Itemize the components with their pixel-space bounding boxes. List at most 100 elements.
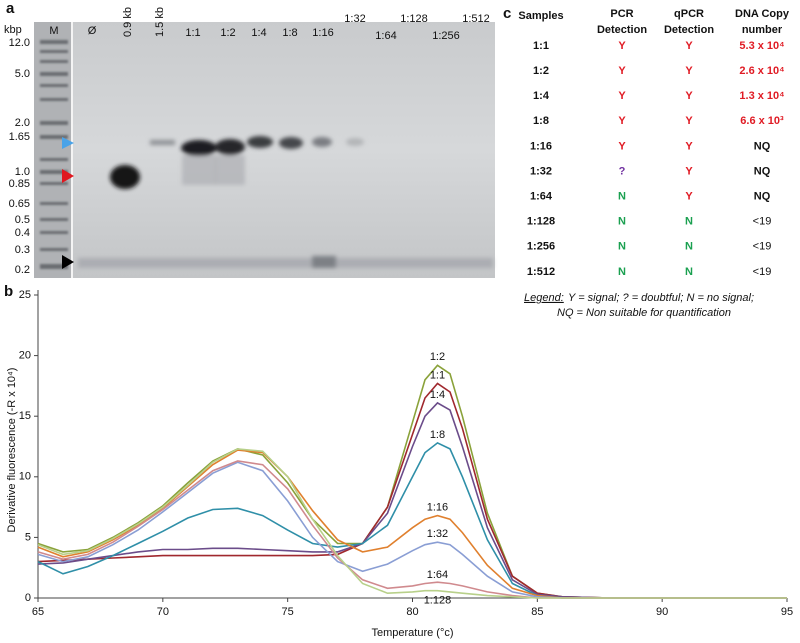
curve-label: 1:128 (424, 595, 452, 607)
melt-curve (37, 364, 787, 599)
arrow-black (62, 255, 74, 269)
table-cell: 1.3 x 10⁴ (739, 90, 784, 102)
column-header: number (742, 24, 783, 36)
table-cell: 2.6 x 10⁴ (739, 65, 784, 77)
melt-curve (37, 448, 787, 599)
legend-title: Legend: (524, 292, 564, 304)
column-header: DNA Copy (735, 8, 790, 20)
x-tick-label: 95 (781, 606, 793, 618)
gel-labels: 12.0 5.0 2.0 1.65 1.00.85 0.65 0.50.4 0.3 0.2 M Ø 0… (9, 7, 490, 276)
y-tick-label: 20 (19, 350, 31, 362)
ladder-label: 0.5 (15, 214, 30, 226)
ladder-label: 0.65 (9, 198, 30, 210)
x-tick-label: 70 (157, 606, 169, 618)
ladder-label: 0.2 (15, 264, 30, 276)
lane-label: 1.5 kb (154, 7, 166, 37)
table: Samples PCR Detection qPCR Detection DNA Copy… (518, 8, 789, 319)
lane-label: 1:128 (400, 13, 428, 25)
lane-label: 1:32 (344, 13, 365, 25)
table-cell: ? (619, 165, 626, 177)
table-cell: Y (618, 40, 626, 52)
table-cell: 1:16 (530, 140, 552, 152)
curve-label: 1:16 (427, 501, 448, 513)
curve-label: 1:8 (430, 429, 445, 441)
sample-bands (78, 136, 493, 268)
y-axis-label: Derivative fluorescence (-R x 10⁴) (6, 368, 18, 533)
lane-label: 1:16 (312, 27, 333, 39)
x-tick-label: 85 (531, 606, 543, 618)
y-tick-label: 0 (25, 592, 31, 604)
table-cell: <19 (753, 241, 772, 253)
panel-label: a (6, 0, 15, 17)
melt-curve (37, 401, 787, 599)
table-cell: Y (685, 191, 693, 203)
y-tick-label: 15 (19, 410, 31, 422)
lane-label: 1:8 (282, 27, 297, 39)
arrow-red (62, 169, 74, 183)
table-cell: N (685, 241, 693, 253)
table-cell: Y (685, 40, 693, 52)
x-tick-label: 90 (656, 606, 668, 618)
table-cell: N (685, 266, 693, 278)
ladder-label: 0.3 (15, 244, 30, 256)
curve-label: 1:4 (430, 389, 445, 401)
table-cell: Y (618, 140, 626, 152)
table-cell: NQ (754, 140, 771, 152)
lane-label: 1:512 (462, 13, 490, 25)
lane-label: 1:256 (432, 30, 460, 42)
x-axis-label: Temperature (°c) (371, 627, 453, 639)
x-tick-label: 80 (406, 606, 418, 618)
column-header: Samples (518, 10, 563, 22)
table-cell: Y (618, 115, 626, 127)
table-cell: Y (685, 140, 693, 152)
melt-curve (37, 460, 787, 599)
lane-label: Ø (88, 25, 97, 37)
y-tick-label: 25 (19, 289, 31, 301)
lane-label: 1:64 (375, 30, 396, 42)
table-cell: N (618, 191, 626, 203)
table-cell: 1:8 (533, 115, 549, 127)
table-cell: 5.3 x 10⁴ (739, 40, 784, 52)
table-cell: N (618, 266, 626, 278)
table-cell: Y (685, 115, 693, 127)
table-cell: NQ (754, 191, 771, 203)
curve-label: 1:32 (427, 528, 448, 540)
gel (34, 22, 495, 278)
legend-line: NQ = Non suitable for quantification (557, 307, 731, 319)
ladder-label: 0.4 (15, 227, 30, 239)
lane-label: 1:2 (220, 27, 235, 39)
melt-chart: 0 5 10 15 20 25 65 70 75 80 85 90 95 Temperature (°c)… (6, 289, 793, 639)
table-cell: 1:128 (527, 216, 555, 228)
table-cell: N (685, 216, 693, 228)
ladder-label: 0.85 (9, 178, 30, 190)
ladder-label: 1.65 (9, 131, 30, 143)
table-cell: 1:256 (527, 241, 555, 253)
ladder-label: 12.0 (9, 37, 30, 49)
table-cell: 1:4 (533, 90, 550, 102)
lane-label: 1:4 (251, 27, 266, 39)
table-cell: 1:1 (533, 40, 549, 52)
table-cell: Y (618, 65, 626, 77)
ladder-label: 5.0 (15, 68, 30, 80)
gel-unit: kbp (4, 24, 22, 36)
column-header: Detection (597, 24, 647, 36)
table-cell: 6.6 x 10³ (740, 115, 784, 127)
table-cell: N (618, 216, 626, 228)
table-cell: <19 (753, 266, 772, 278)
ladder-lane (34, 22, 71, 278)
arrow-blue (62, 137, 74, 149)
table-cell: Y (618, 90, 626, 102)
column-header: qPCR (674, 8, 704, 20)
panel-label: c (503, 5, 511, 22)
table-cell: <19 (753, 216, 772, 228)
table-cell: Y (685, 65, 693, 77)
ladder-label: 1.0 (15, 166, 30, 178)
table-cell: 1:2 (533, 65, 549, 77)
curve-label: 1:2 (430, 351, 445, 363)
table-cell: Y (685, 90, 693, 102)
lane-label: 1:1 (185, 27, 200, 39)
legend-line: Y = signal; ? = doubtful; N = no signal; (568, 292, 754, 304)
x-tick-label: 65 (32, 606, 44, 618)
panel-label: b (4, 283, 13, 300)
